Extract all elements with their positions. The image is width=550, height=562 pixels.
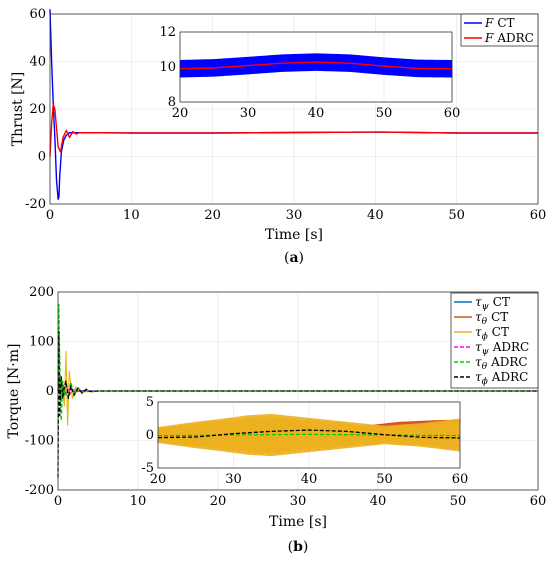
legend-item-f-ct: F CT [464,16,515,30]
panel-a-x-tick-label: 20 [204,208,221,223]
panel-b-inset-x-tick-label: 30 [225,472,242,487]
legend-item-tau-theta-adrc: τθ ADRC [454,355,528,372]
panel-b-axes-box [57,291,539,491]
legend-item-f-adrc: F ADRC [464,31,534,45]
panel-a-inset-box [179,31,453,103]
panel-b-y-tick-label: 0 [46,384,54,399]
inset-series-tau-theta-adrc [157,433,461,437]
panel-a-inset-y-tick-label: 8 [168,95,176,110]
legend-item-tau-theta-ct: τθ CT [454,310,508,327]
inset-series-f-ct [179,53,453,78]
panel-a-x-tick-label: 60 [530,208,547,223]
panel-b-inset-x-tick-label: 50 [376,472,393,487]
panel-a-y-tick-label: 20 [29,102,46,117]
panel-a-inset-x-tick-label: 20 [172,106,189,121]
series-tau-phi-adrc [57,330,538,478]
panel-a-axes-box [49,13,539,205]
panel-a-x-tick-label: 40 [367,208,384,223]
legend-label-f-adrc: F ADRC [484,31,534,45]
panel-b-x-tick-label: 50 [450,494,467,509]
panel-a-x-ticks: 0 10 20 30 40 50 60 [46,208,546,223]
panel-b-inset-x-tick-label: 60 [452,472,469,487]
panel-b-x-tick-label: 30 [290,494,307,509]
panel-a-y-tick-label: 40 [29,55,46,70]
legend-item-tau-phi-ct: τϕ CT [454,325,509,342]
panel-b-inset-y-tick-label: -5 [141,461,154,476]
panel-a-x-tick-label: 50 [448,208,465,223]
panel-a-y-tick-label: 60 [29,7,46,22]
legend-label-tau-phi-adrc: τϕ ADRC [475,370,528,387]
panel-b-inset-y-tick-label: 0 [146,428,154,443]
panel-a-legend-box [460,13,539,47]
panel-b-legend-box [450,292,539,389]
panel-a-inset-series [179,53,453,78]
panel-a-y-label: Thrust [N] [10,72,26,147]
panel-a-inset-y-tick-label: 12 [159,25,176,40]
panel-b-y-tick-label: -100 [25,434,54,449]
panel-b-x-tick-label: 60 [530,494,547,509]
panel-a-inset-x-ticks: 20 30 40 50 60 [172,106,461,121]
panel-b-inset: 20 30 40 50 60 -5 0 5 [141,395,468,487]
panel-a-x-tick-label: 10 [123,208,140,223]
panel-b-inset-box [157,401,461,469]
panel-a-caption: (a) [284,250,304,266]
panel-a-x-label: Time [s] [265,227,323,243]
panel-b-inset-series [157,413,461,457]
panel-b-y-ticks: -200 -100 0 100 200 [25,285,54,498]
panel-b-y-tick-label: 200 [29,285,54,300]
legend-label-f-ct: F CT [484,16,515,30]
legend-label-tau-psi-adrc: τψ ADRC [475,340,529,357]
panel-b-series [57,303,538,478]
panel-b-y-tick-label: 100 [29,335,54,350]
panel-b-inset-x-tick-label: 40 [301,472,318,487]
panel-a-x-tick-label: 30 [286,208,303,223]
legend-label-tau-theta-ct: τθ CT [475,310,508,327]
panel-a-inset-y-ticks: 8 10 12 [159,25,176,110]
panel-a-inset-x-tick-label: 40 [308,106,325,121]
panel-b-inset-x-ticks: 20 30 40 50 60 [150,472,469,487]
panel-b-inset-x-tick-label: 20 [150,472,167,487]
legend-label-tau-theta-adrc: τθ ADRC [475,355,528,372]
panel-a-y-tick-label: -20 [25,197,46,212]
legend-label-tau-phi-ct: τϕ CT [475,325,509,342]
panel-b-y-label: Torque [N·m] [6,344,22,439]
panel-a-x-tick-label: 0 [46,208,54,223]
legend-item-tau-psi-ct: τψ CT [454,295,510,312]
legend-label-tau-psi-ct: τψ CT [475,295,510,312]
panel-b-x-ticks: 0 10 20 30 40 50 60 [54,494,546,509]
panel-a-legend: F CT F ADRC [460,13,539,47]
panel-a-y-tick-label: 0 [38,150,46,165]
series-tau-psi-adrc [57,375,538,402]
panel-a-inset-x-tick-label: 60 [444,106,461,121]
legend-item-tau-psi-adrc: τψ ADRC [454,340,529,357]
panel-b-inset-y-ticks: -5 0 5 [141,395,154,476]
panel-b-caption: (b) [288,539,309,555]
panel-a-inset-x-tick-label: 50 [376,106,393,121]
panel-b-x-tick-label: 20 [210,494,227,509]
panel-b-x-tick-label: 10 [130,494,147,509]
panel-b-x-label: Time [s] [269,514,327,530]
legend-item-tau-phi-adrc: τϕ ADRC [454,370,528,387]
panel-b-x-tick-label: 0 [54,494,62,509]
panel-a-inset-x-tick-label: 30 [240,106,257,121]
series-f-adrc [49,103,538,157]
inset-series-tau-phi-adrc [157,429,461,439]
panel-a-series [49,9,538,200]
panel-a-inset-y-tick-label: 10 [159,60,176,75]
panel-b-inset-y-tick-label: 5 [146,395,154,410]
panel-a-inset: 20 30 40 50 60 8 10 12 [159,25,460,121]
inset-series-f-adrc [179,61,453,70]
panel-a-y-ticks: -20 0 20 40 60 [25,7,46,212]
panel-b-x-tick-label: 40 [370,494,387,509]
panel-b-y-tick-label: -200 [25,483,54,498]
